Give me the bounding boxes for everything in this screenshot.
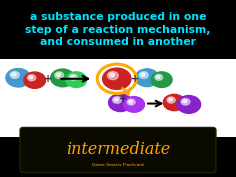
Circle shape	[55, 72, 64, 79]
Circle shape	[8, 70, 30, 87]
Circle shape	[178, 97, 200, 113]
Circle shape	[29, 76, 33, 79]
Circle shape	[10, 72, 19, 78]
Text: +: +	[44, 74, 52, 84]
Circle shape	[155, 74, 163, 80]
Text: intermediate: intermediate	[66, 141, 170, 158]
Circle shape	[109, 94, 132, 112]
FancyBboxPatch shape	[0, 59, 236, 137]
Circle shape	[105, 70, 131, 89]
Circle shape	[165, 96, 185, 111]
Text: +: +	[131, 74, 139, 84]
Circle shape	[66, 72, 87, 87]
Circle shape	[24, 72, 46, 88]
Circle shape	[156, 76, 160, 78]
Circle shape	[67, 73, 86, 87]
Circle shape	[69, 74, 77, 80]
Circle shape	[163, 94, 185, 111]
Circle shape	[139, 72, 148, 78]
Circle shape	[125, 98, 144, 112]
Circle shape	[124, 97, 144, 112]
Circle shape	[12, 73, 16, 76]
Circle shape	[6, 68, 30, 87]
Circle shape	[181, 98, 190, 105]
Text: a substance produced in one
step of a reaction mechanism,
and consumed in anothe: a substance produced in one step of a re…	[25, 12, 211, 47]
Circle shape	[110, 73, 115, 77]
Circle shape	[51, 69, 74, 87]
Circle shape	[141, 73, 145, 76]
Circle shape	[103, 68, 131, 89]
Circle shape	[183, 100, 187, 103]
Circle shape	[151, 72, 172, 87]
Circle shape	[153, 73, 172, 87]
Circle shape	[25, 73, 45, 88]
Circle shape	[127, 99, 135, 105]
FancyBboxPatch shape	[20, 127, 216, 173]
Text: Game Smarts Flashcard: Game Smarts Flashcard	[92, 164, 144, 167]
Circle shape	[113, 97, 122, 103]
Circle shape	[135, 69, 159, 87]
Circle shape	[167, 97, 175, 103]
Circle shape	[177, 96, 201, 113]
FancyBboxPatch shape	[0, 0, 236, 59]
Circle shape	[52, 70, 74, 87]
Circle shape	[169, 98, 173, 101]
Text: +: +	[119, 94, 127, 104]
Circle shape	[110, 95, 132, 112]
Circle shape	[129, 100, 132, 103]
Circle shape	[71, 76, 75, 78]
Circle shape	[137, 70, 159, 87]
Circle shape	[114, 98, 118, 101]
Circle shape	[107, 72, 118, 80]
Circle shape	[28, 75, 36, 81]
Circle shape	[56, 73, 61, 76]
